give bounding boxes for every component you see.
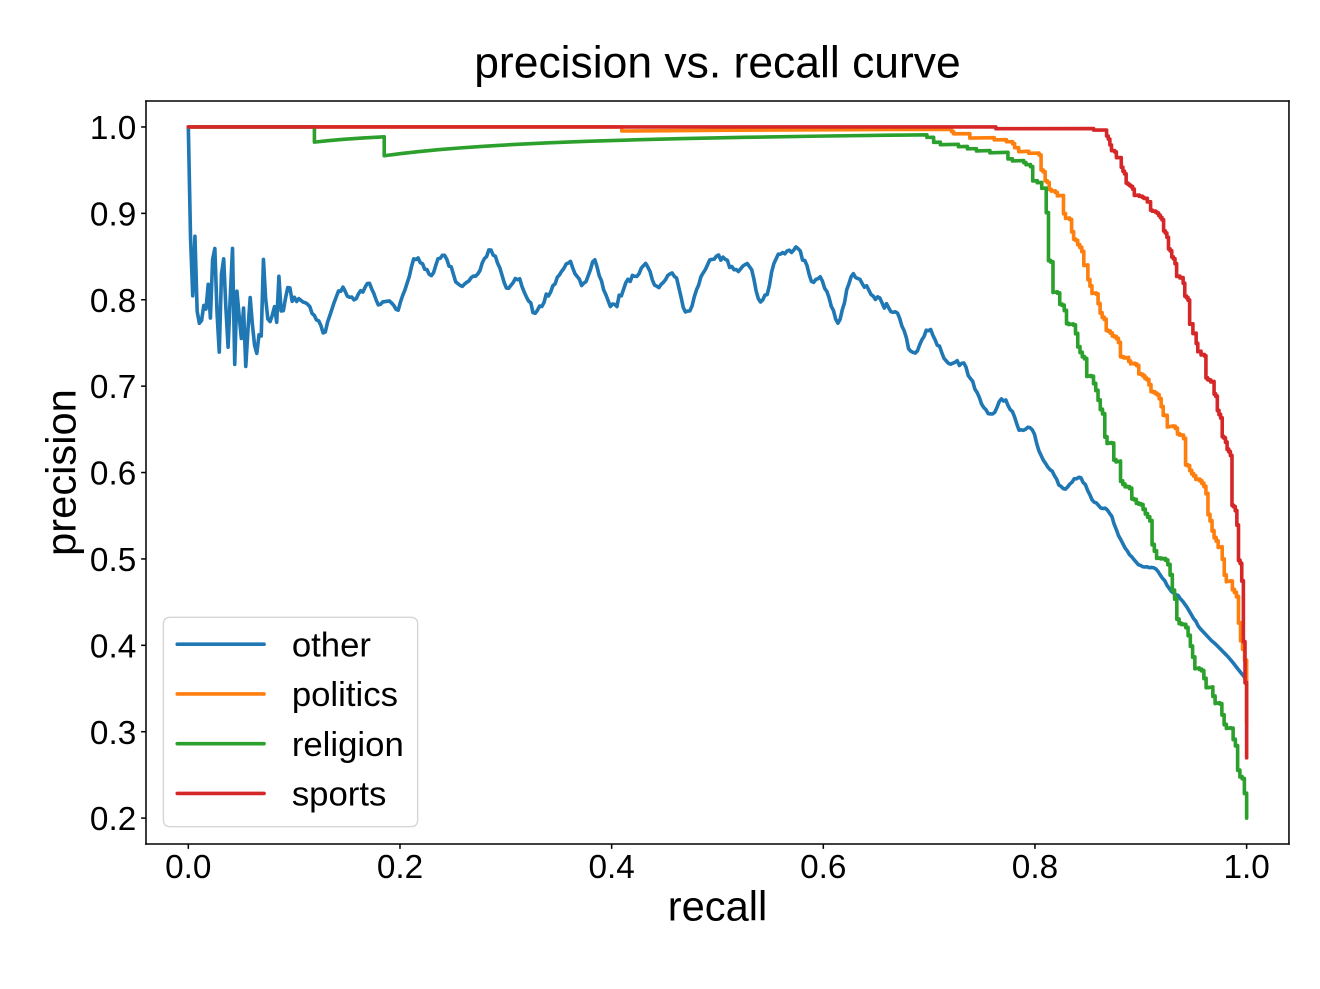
svg-text:recall: recall [668,883,768,930]
svg-text:0.0: 0.0 [165,849,211,886]
svg-text:0.6: 0.6 [800,849,846,886]
svg-text:religion: religion [292,726,404,764]
svg-text:0.6: 0.6 [90,456,136,493]
svg-text:sports: sports [292,776,387,814]
svg-text:0.4: 0.4 [588,849,634,886]
svg-text:0.2: 0.2 [377,849,423,886]
svg-text:politics: politics [292,676,398,714]
svg-text:0.7: 0.7 [90,369,136,406]
svg-text:0.4: 0.4 [90,628,136,665]
svg-text:other: other [292,626,371,664]
svg-text:1.0: 1.0 [1223,849,1269,886]
svg-text:0.5: 0.5 [90,542,136,579]
svg-text:0.3: 0.3 [90,715,136,752]
svg-text:precision vs. recall curve: precision vs. recall curve [474,38,961,87]
svg-text:0.2: 0.2 [90,801,136,838]
svg-text:0.8: 0.8 [90,283,136,320]
svg-text:0.9: 0.9 [90,196,136,233]
svg-text:precision: precision [38,389,85,556]
svg-text:0.8: 0.8 [1012,849,1058,886]
svg-text:1.0: 1.0 [90,110,136,147]
